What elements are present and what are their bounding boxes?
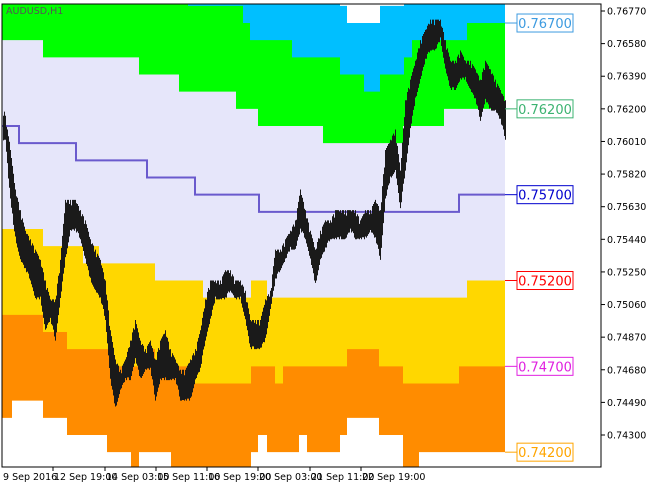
x-tick-label: 20 Sep 03:00 — [259, 472, 322, 483]
y-tick-label: 0.74300 — [607, 431, 646, 442]
level-label: 0.76700 — [518, 17, 572, 32]
x-tick-label: 12 Sep 19:00 — [54, 472, 117, 483]
y-tick-label: 0.76200 — [607, 104, 646, 115]
level-label-box — [516, 13, 574, 33]
y-tick-label: 0.75250 — [607, 267, 646, 278]
band-orange — [2, 314, 505, 467]
level-label-box — [516, 99, 574, 119]
x-tick-label: 21 Sep 11:00 — [311, 472, 374, 483]
level-label-box — [516, 442, 574, 462]
symbol-label: AUDUSD,H1 — [6, 6, 63, 17]
level-label: 0.74700 — [518, 360, 572, 375]
level-label-box — [516, 271, 574, 291]
x-tick-label: 22 Sep 19:00 — [362, 472, 425, 483]
level-label: 0.75700 — [518, 189, 572, 204]
x-tick-label: 14 Sep 03:00 — [106, 472, 169, 483]
level-label-box — [516, 185, 574, 205]
x-tick-label: 16 Sep 19:00 — [208, 472, 271, 483]
y-tick-label: 0.75630 — [607, 202, 646, 213]
y-tick-label: 0.74490 — [607, 398, 646, 409]
midline-layer — [2, 125, 505, 213]
price-axis: 0.76770 0.76580 0.76390 0.76200 0.76010 0.758… — [601, 7, 646, 442]
level-labels-layer: 0.76700 0.76200 0.75700 0.75200 0.74700 0.742… — [505, 13, 574, 462]
level-label-box — [516, 356, 574, 376]
band-layer — [2, 4, 505, 467]
y-tick-label: 0.76580 — [607, 39, 646, 50]
y-tick-label: 0.74680 — [607, 365, 646, 376]
band-bottom-white — [2, 400, 505, 467]
x-tick-label: 15 Sep 11:00 — [157, 472, 220, 483]
plot-frame — [1, 3, 602, 468]
level-label: 0.75200 — [518, 275, 572, 290]
midline — [2, 125, 505, 213]
y-tick-label: 0.75820 — [607, 170, 646, 181]
price-bars-layer — [3, 19, 506, 407]
y-tick-label: 0.74870 — [607, 333, 646, 344]
level-label: 0.76200 — [518, 103, 572, 118]
x-tick-label: 9 Sep 2016 — [3, 472, 57, 483]
y-tick-label: 0.76770 — [607, 7, 646, 18]
level-label: 0.74200 — [518, 446, 572, 461]
y-tick-label: 0.76010 — [607, 137, 646, 148]
y-tick-label: 0.75060 — [607, 300, 646, 311]
y-tick-label: 0.76390 — [607, 72, 646, 83]
y-tick-label: 0.75440 — [607, 235, 646, 246]
